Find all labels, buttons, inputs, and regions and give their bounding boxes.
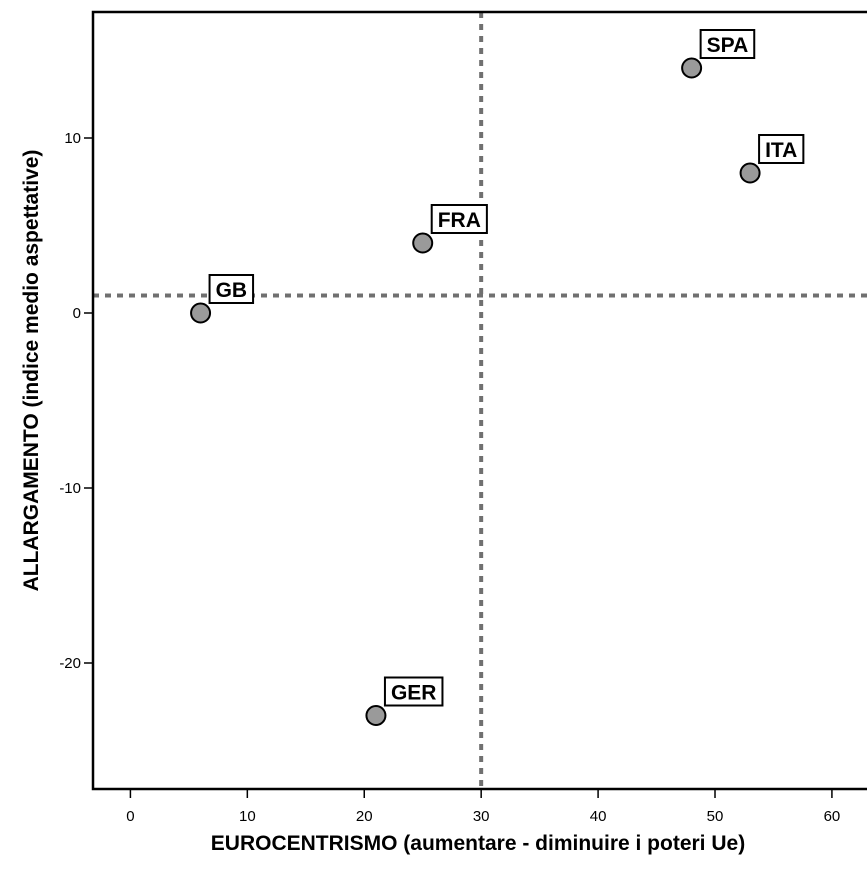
x-tick-label: 20 [356,808,373,825]
y-axis-title: ALLARGAMENTO (indice medio aspettative) [20,150,43,592]
data-point-ita: ITA [739,134,805,184]
x-tick-label: 10 [239,808,256,825]
x-axis: 0 10 20 30 40 50 60 [126,789,840,825]
reference-lines [93,12,867,789]
x-tick-label: 0 [126,808,134,825]
point-label: FRA [438,209,481,232]
y-tick-label: 0 [73,305,81,322]
point-marker [412,232,434,254]
point-marker [681,57,703,79]
data-points: SPA ITA FRA GB GER [190,29,805,726]
point-label-box [758,134,805,164]
x-tick-label: 60 [824,808,841,825]
point-label: SPA [707,34,749,57]
point-label-box [699,29,756,59]
x-tick-label: 30 [473,808,490,825]
y-tick-label: 10 [64,130,81,147]
point-label-box [430,204,488,234]
point-marker [739,162,761,184]
point-label: GB [216,279,248,302]
point-marker [365,705,387,726]
x-tick-label: 40 [590,808,607,825]
point-label: ITA [765,139,797,162]
y-tick-label: -10 [59,480,81,497]
point-label-box [208,274,255,304]
y-axis: -20 -10 0 10 [59,130,93,672]
data-point-ger: GER [365,676,444,726]
point-marker [190,302,212,324]
y-tick-label: -20 [59,655,81,672]
x-axis-title: EUROCENTRISMO (aumentare - diminuire i p… [211,832,745,855]
data-point-fra: FRA [412,204,488,254]
x-tick-label: 50 [707,808,724,825]
data-point-spa: SPA [681,29,756,79]
data-point-gb: GB [190,274,255,324]
point-label-box [383,676,444,707]
point-label: GER [391,682,437,705]
